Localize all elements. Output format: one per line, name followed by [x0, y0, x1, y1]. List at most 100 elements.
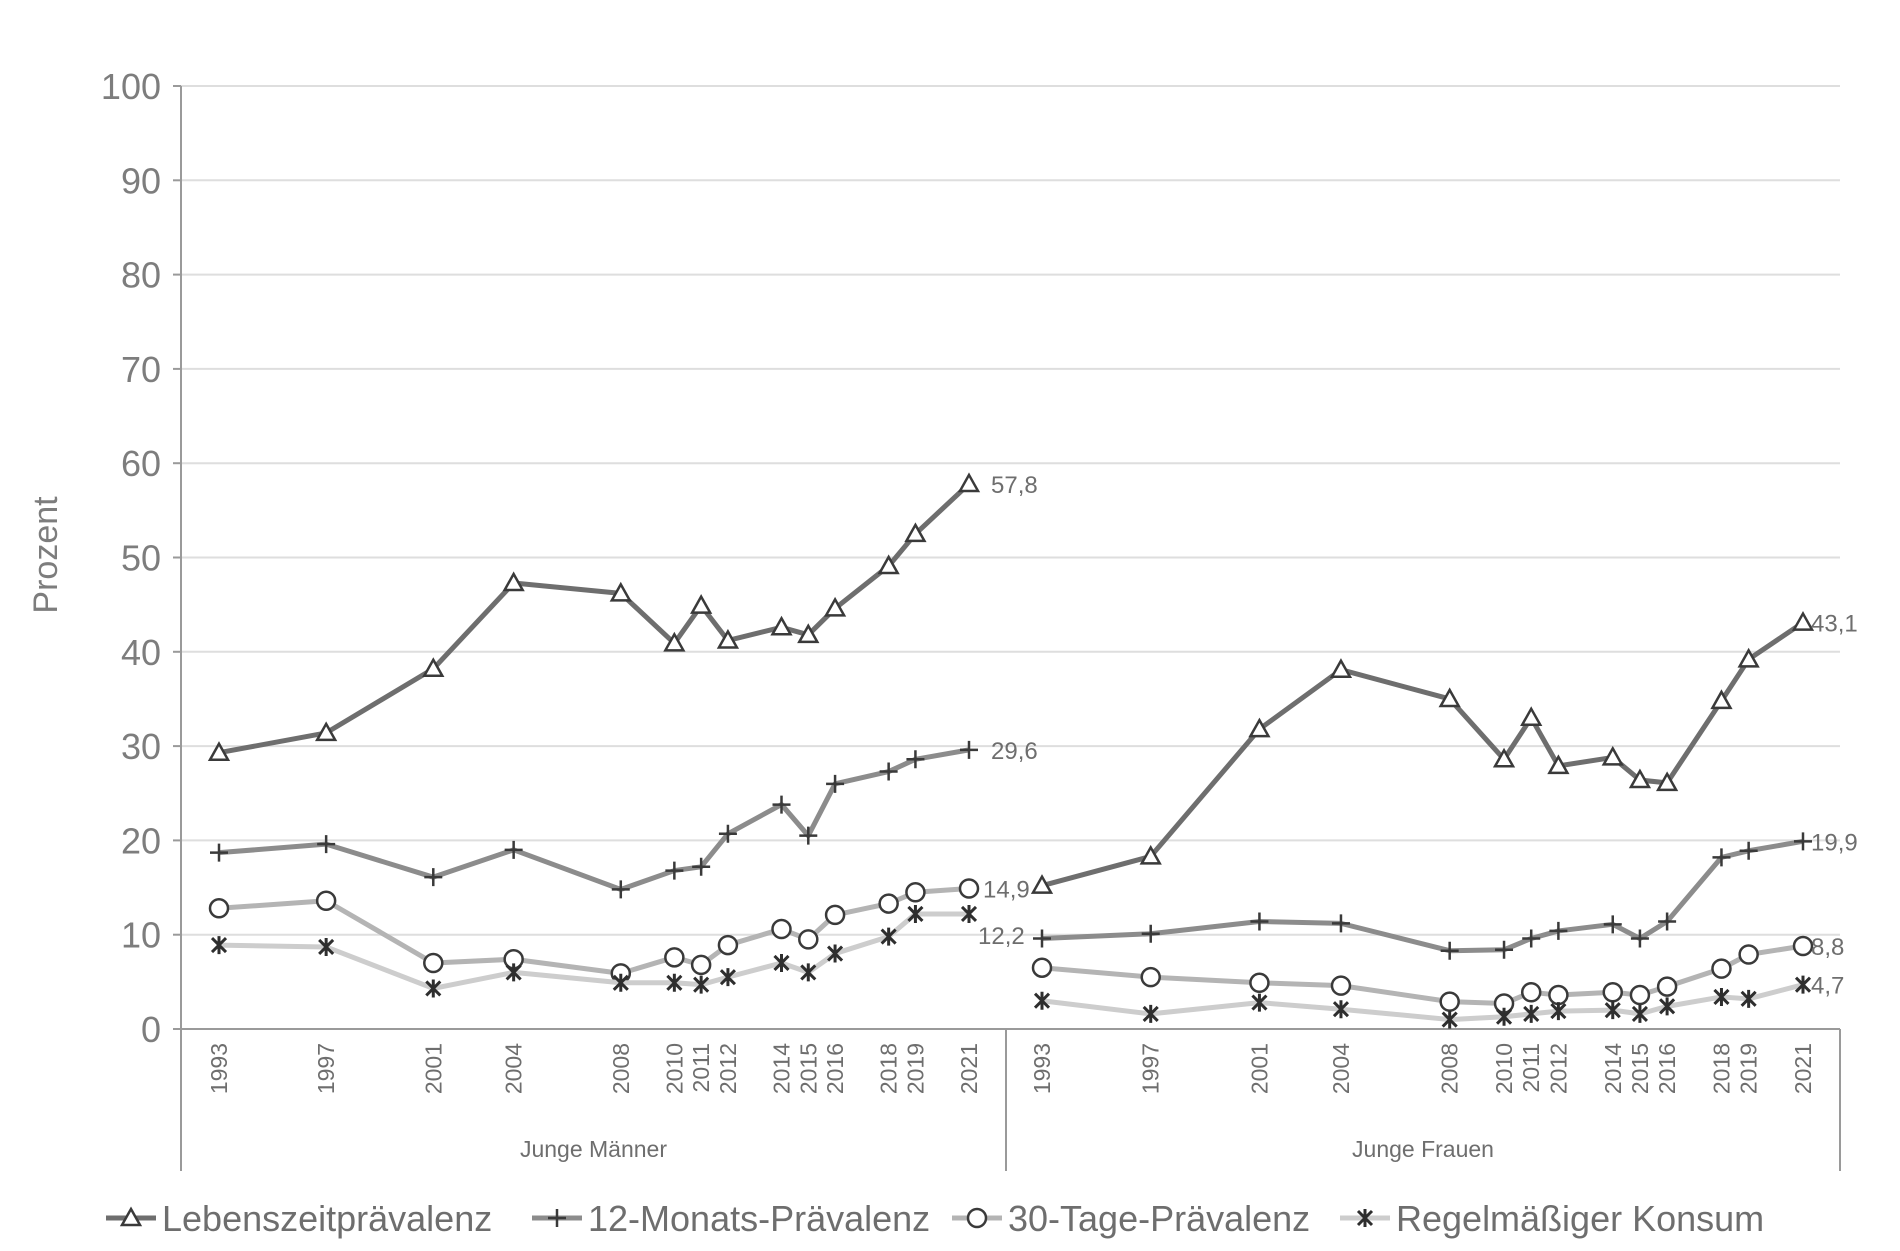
- data-point: [690, 954, 712, 976]
- x-tick-label: 1993: [206, 1043, 232, 1094]
- data-point: [719, 968, 736, 987]
- data-point: [1791, 611, 1815, 631]
- data-label: 8,8: [1811, 934, 1844, 961]
- data-point: [1440, 941, 1459, 960]
- y-tick-label: 70: [121, 349, 161, 390]
- data-point: [1740, 989, 1757, 1008]
- data-point: [422, 657, 445, 678]
- x-tick-label: 2021: [956, 1043, 982, 1094]
- series-12-monats-pr-valenz: [210, 740, 978, 899]
- x-tick-label: 2001: [420, 1043, 446, 1094]
- series-30-tage-pr-valenz: [208, 878, 980, 984]
- data-point: [1739, 841, 1758, 860]
- data-labels: 57,8 29,6 14,9 12,2 43,1 19,9 8,8 4,7: [978, 472, 1858, 1000]
- x-tick-label: 2004: [501, 1043, 527, 1094]
- data-point: [315, 890, 337, 912]
- series-lebenszeitpr-valenz: [1030, 611, 1815, 894]
- legend-label: Lebenszeitprävalenz: [162, 1198, 492, 1239]
- data-point: [717, 934, 739, 956]
- data-point: [1030, 874, 1054, 894]
- x-tick-label: 1993: [1029, 1043, 1055, 1094]
- x-tick-label: 2019: [902, 1043, 928, 1094]
- x-tick-label: 2001: [1246, 1043, 1272, 1094]
- data-point: [906, 750, 925, 769]
- data-point: [1329, 658, 1353, 678]
- x-tick-label: 2016: [1654, 1043, 1680, 1094]
- data-point: [1629, 984, 1651, 1006]
- data-point: [1330, 975, 1352, 996]
- data-point: [1495, 1007, 1513, 1026]
- data-label: 4,7: [1811, 973, 1844, 1000]
- y-tick-label: 60: [121, 443, 161, 484]
- data-point: [1250, 912, 1269, 931]
- series-line: [1041, 838, 1804, 954]
- data-point: [664, 947, 685, 968]
- data-point: [958, 878, 980, 899]
- data-point: [905, 882, 926, 903]
- data-point: [1548, 984, 1569, 1006]
- data-point: [800, 963, 817, 982]
- data-label: 19,9: [1811, 829, 1858, 856]
- data-point: [1630, 929, 1649, 948]
- data-point: [1737, 647, 1760, 668]
- data-point: [718, 824, 737, 843]
- x-tick-label: 1997: [313, 1043, 339, 1094]
- x-tick-label: 2015: [1627, 1043, 1653, 1094]
- x-axis-ticks: 1993 1997 2001 2004 2008 2010 2011 2012 2014 2015…: [206, 1043, 1816, 1094]
- data-point: [207, 741, 231, 761]
- data-point: [770, 615, 793, 636]
- series-lebenszeitpr-valenz: [207, 472, 981, 761]
- data-point: [1710, 689, 1733, 710]
- data-point: [208, 898, 230, 919]
- y-tick-label: 80: [121, 255, 161, 296]
- data-point: [823, 596, 847, 617]
- data-point: [1142, 1004, 1159, 1023]
- y-tick-label: 20: [121, 820, 161, 861]
- data-point: [1550, 1002, 1567, 1021]
- data-point: [505, 963, 522, 982]
- x-tick-label: 2011: [688, 1043, 714, 1092]
- group-labels: Junge Männer Junge Frauen: [520, 1136, 1494, 1162]
- data-point: [504, 840, 523, 859]
- data-point: [423, 952, 444, 974]
- data-label: 43,1: [1811, 611, 1858, 638]
- data-point: [1033, 991, 1051, 1010]
- series-line: [218, 482, 971, 756]
- data-point: [1140, 966, 1161, 988]
- data-point: [960, 904, 978, 923]
- data-point: [317, 835, 336, 854]
- x-tick-label: 2010: [661, 1043, 687, 1094]
- data-point: [612, 973, 629, 992]
- y-tick-label: 10: [121, 915, 161, 956]
- group-label: Junge Frauen: [1352, 1136, 1494, 1162]
- data-label: 14,9: [983, 876, 1030, 903]
- data-point: [1139, 844, 1162, 865]
- data-point: [690, 594, 713, 614]
- data-point: [665, 861, 684, 880]
- legend-label: 12-Monats-Prävalenz: [588, 1198, 930, 1239]
- y-tick-label: 0: [141, 1009, 161, 1050]
- data-point: [1249, 972, 1270, 994]
- data-point: [1604, 1001, 1621, 1020]
- x-tick-label: 2012: [1545, 1043, 1571, 1094]
- data-point: [1603, 915, 1622, 934]
- y-tick-label: 50: [121, 538, 161, 579]
- data-point: [424, 868, 443, 887]
- y-tick-label: 90: [121, 160, 161, 201]
- data-point: [772, 795, 791, 814]
- data-point: [425, 979, 442, 998]
- y-tick-label: 30: [121, 726, 161, 767]
- data-point: [1438, 687, 1461, 708]
- x-tick-label: 2019: [1736, 1043, 1762, 1094]
- data-point: [1549, 921, 1568, 940]
- data-point: [824, 904, 846, 926]
- data-point: [315, 721, 338, 742]
- data-point: [1520, 981, 1542, 1003]
- data-point: [879, 762, 898, 781]
- data-point: [1628, 768, 1652, 789]
- series: [207, 472, 1815, 1029]
- data-point: [1356, 1209, 1374, 1227]
- legend-item: 30-Tage-Prävalenz: [952, 1198, 1310, 1239]
- data-point: [611, 880, 630, 899]
